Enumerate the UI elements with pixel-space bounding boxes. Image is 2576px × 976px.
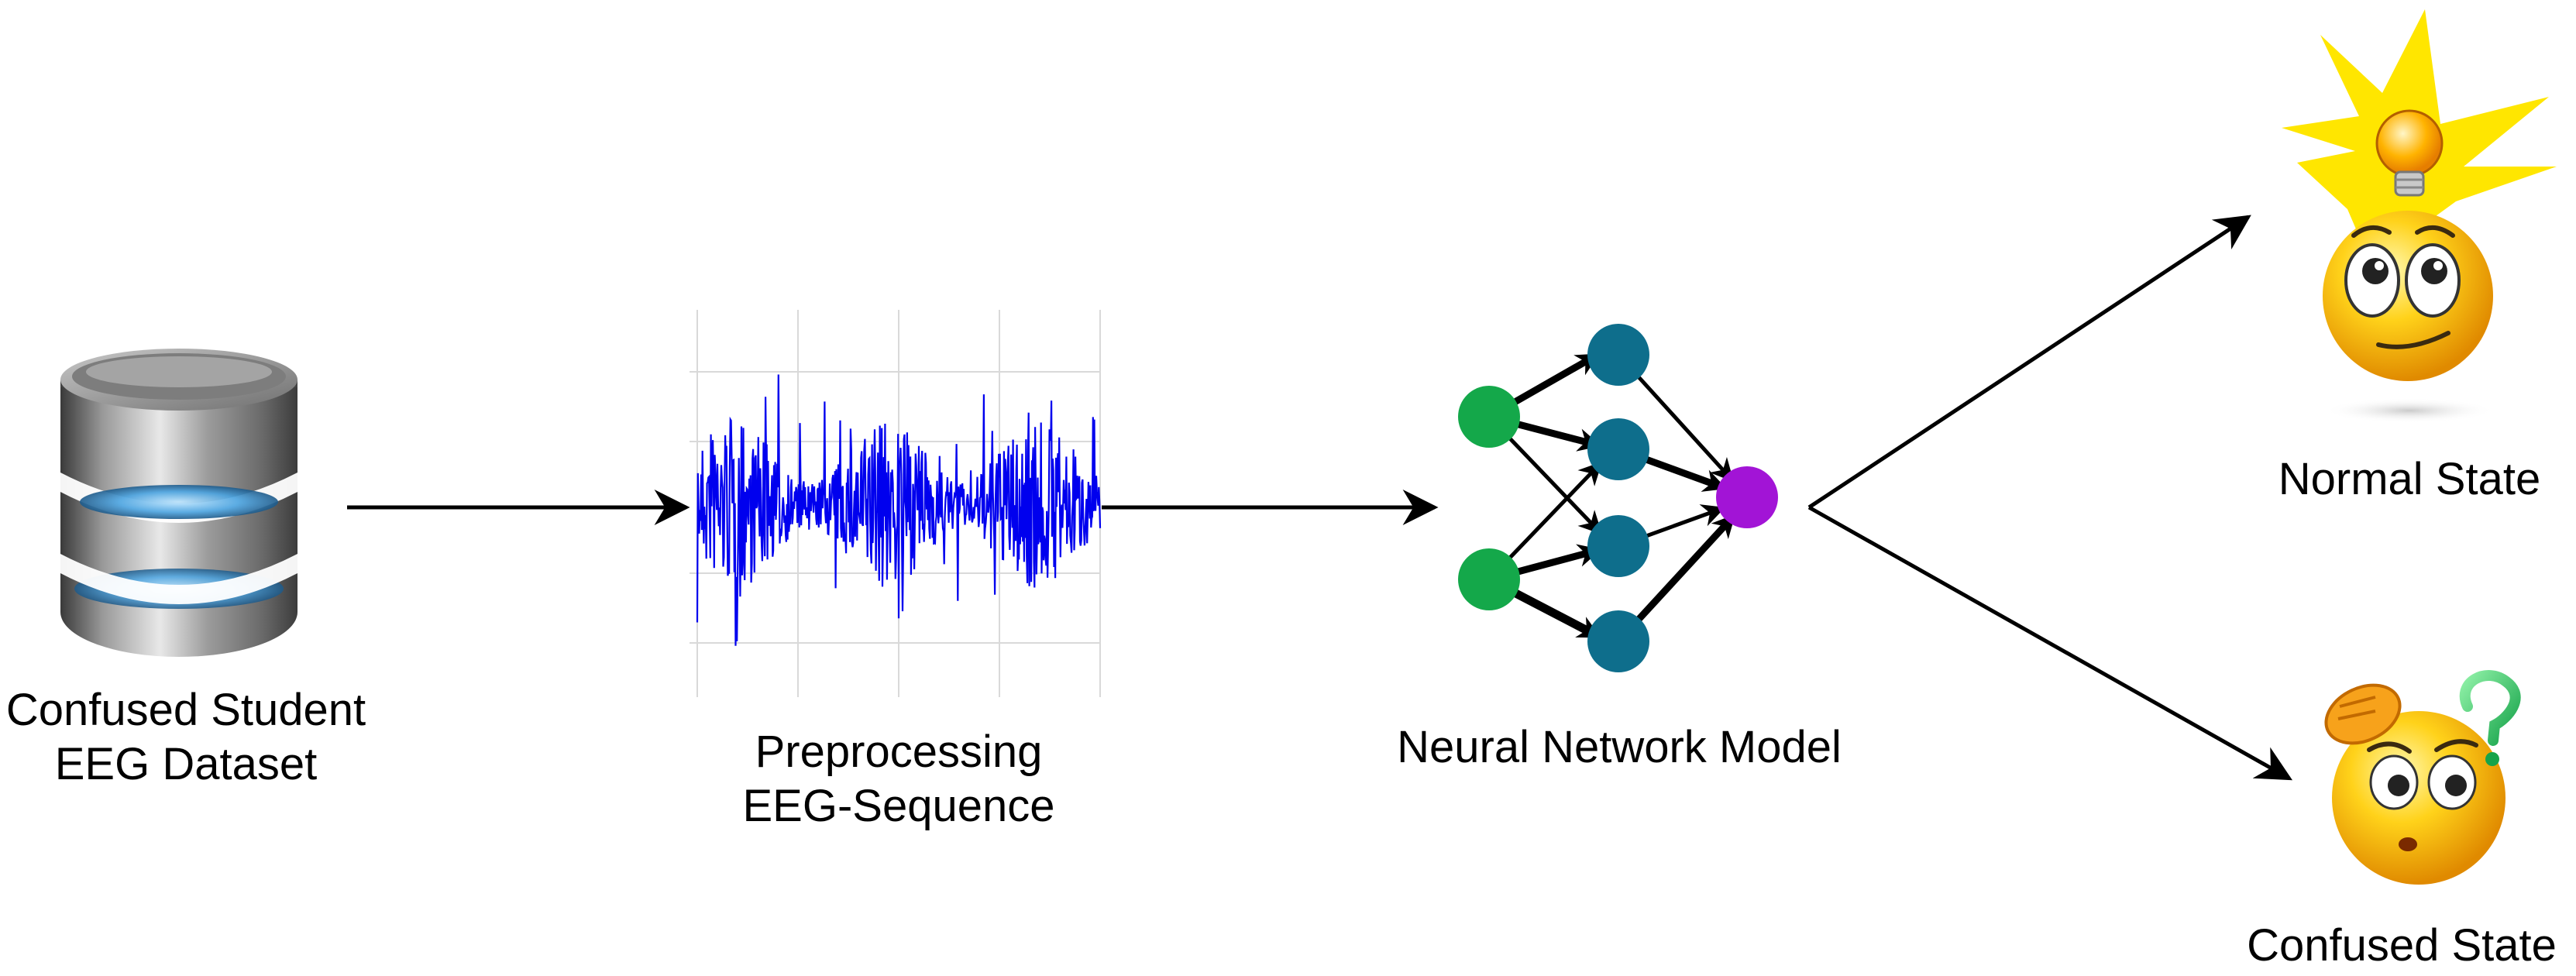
neural-network-icon — [1458, 324, 1778, 672]
confused-state-label: Confused State — [2231, 919, 2572, 973]
model-label-text: Neural Network Model — [1397, 722, 1842, 772]
output-neuron — [1716, 466, 1778, 528]
arrow-to-confused-state — [1807, 505, 2293, 781]
input-neuron — [1458, 386, 1520, 448]
hidden-neuron — [1587, 418, 1649, 480]
normal-state-label-text: Normal State — [2278, 454, 2541, 504]
database-icon — [60, 349, 297, 657]
arrow-to-normal-state — [1807, 215, 2251, 510]
dataset-label: Confused Student EEG Dataset — [0, 683, 372, 792]
preprocessing-label-line1: Preprocessing — [755, 727, 1043, 777]
hidden-neuron — [1587, 610, 1649, 672]
dataset-label-line2: EEG Dataset — [54, 739, 318, 789]
confused-smiley-icon — [2324, 670, 2521, 885]
preprocessing-label: Preprocessing EEG-Sequence — [682, 725, 1116, 833]
hidden-neuron — [1587, 324, 1649, 386]
dataset-label-line1: Confused Student — [5, 685, 366, 735]
preprocessing-label-line2: EEG-Sequence — [742, 781, 1055, 831]
normal-state-label: Normal State — [2247, 452, 2572, 507]
input-neuron — [1458, 548, 1520, 610]
eeg-signal-icon — [690, 310, 1102, 697]
hidden-neuron — [1587, 515, 1649, 577]
model-label: Neural Network Model — [1364, 720, 1875, 775]
idea-smiley-icon — [2282, 9, 2557, 423]
confused-state-label-text: Confused State — [2247, 920, 2557, 971]
